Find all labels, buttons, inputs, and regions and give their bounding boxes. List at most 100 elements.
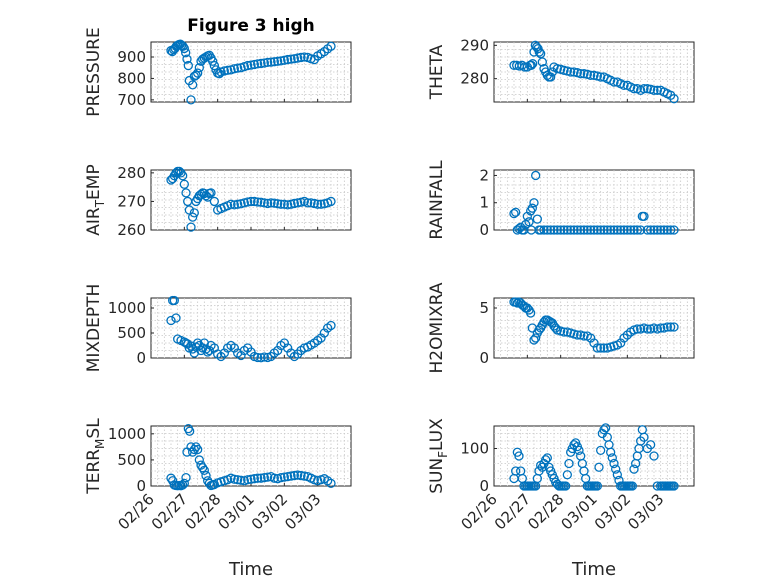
data-point: [256, 197, 266, 207]
data-point: [194, 63, 204, 73]
data-point: [178, 171, 188, 181]
data-point: [629, 84, 639, 94]
data-point: [279, 199, 289, 209]
data-point: [293, 198, 303, 208]
data-point: [189, 444, 199, 455]
data-point: [632, 225, 642, 235]
data-point: [551, 323, 561, 333]
data-point: [559, 225, 569, 235]
data-point: [273, 199, 283, 209]
data-point: [299, 52, 309, 62]
data-point: [236, 475, 246, 485]
x-tick-label: 02/26: [115, 490, 158, 533]
data-point: [186, 95, 196, 105]
data-point: [286, 471, 296, 481]
data-point: [609, 458, 619, 469]
y-tick-label: 280: [117, 164, 146, 182]
y-tick-label: 1000: [108, 425, 146, 443]
data-point: [249, 474, 259, 484]
data-point: [171, 313, 181, 323]
data-point: [256, 473, 266, 483]
data-point: [532, 214, 542, 224]
data-point: [669, 94, 679, 104]
data-point: [289, 198, 299, 209]
data-point: [279, 472, 289, 482]
data-point: [586, 225, 596, 235]
data-point: [609, 77, 619, 87]
data-point: [519, 225, 529, 235]
data-point: [233, 63, 243, 73]
data-point: [276, 473, 286, 483]
data-point: [289, 470, 299, 481]
data-point: [611, 464, 621, 474]
data-point: [561, 481, 571, 491]
data-point: [293, 53, 303, 63]
data-point: [612, 225, 622, 235]
x-tick-label: 02/28: [181, 490, 224, 533]
data-point: [594, 462, 604, 472]
data-point: [256, 58, 266, 69]
data-point: [579, 225, 589, 235]
x-tick-label: 03/01: [215, 490, 258, 533]
x-tick-label: 03/03: [624, 490, 667, 533]
data-point: [639, 84, 649, 94]
data-point: [326, 196, 336, 207]
data-point: [531, 170, 541, 181]
data-point: [269, 57, 279, 67]
data-point: [181, 48, 191, 58]
data-point: [646, 225, 656, 235]
y-tick-label: 1: [479, 194, 489, 212]
panel-right-2: 0 1 2 RAINFALL: [427, 160, 695, 240]
data-point: [601, 423, 611, 433]
data-point: [609, 225, 619, 235]
y-axis-label: MIXDEPTH: [84, 284, 104, 373]
data-point: [283, 200, 293, 210]
data-point: [179, 179, 189, 189]
data-point: [263, 472, 273, 482]
data-point: [233, 199, 243, 209]
y-tick-label: 0: [136, 477, 146, 495]
data-point: [263, 198, 273, 209]
data-point: [229, 64, 239, 74]
data-point: [183, 60, 193, 71]
data-point: [201, 470, 211, 481]
data-point: [296, 52, 306, 63]
x-tick-label: 02/27: [491, 490, 534, 533]
data-point: [182, 54, 192, 64]
data-point: [514, 451, 524, 461]
data-point: [562, 225, 572, 235]
data-point: [632, 324, 642, 334]
data-point: [646, 440, 656, 450]
data-point: [576, 225, 586, 235]
y-tick-label: 700: [117, 91, 146, 109]
data-point: [524, 217, 534, 227]
data-point: [193, 68, 203, 78]
y-axis-label: RAINFALL: [427, 160, 447, 240]
data-point: [243, 60, 253, 71]
data-point: [191, 70, 201, 80]
data-point: [509, 208, 519, 219]
data-point: [276, 199, 286, 209]
data-point: [194, 455, 204, 465]
data-point: [233, 475, 243, 485]
data-point: [546, 72, 556, 82]
data-point: [572, 225, 582, 235]
data-point: [596, 225, 606, 235]
data-point: [526, 60, 536, 70]
data-point: [214, 69, 224, 79]
data-point: [592, 225, 602, 235]
data-point: [607, 453, 617, 463]
data-point: [619, 225, 629, 235]
data-point: [636, 225, 646, 235]
data-point: [166, 315, 176, 326]
x-axis-label-left: Time: [228, 559, 273, 580]
data-point: [253, 197, 263, 207]
data-point: [266, 198, 276, 208]
y-tick-label: 0: [479, 349, 489, 367]
y-tick-label: 0: [479, 477, 489, 495]
data-point: [579, 69, 589, 79]
data-point: [592, 481, 602, 491]
